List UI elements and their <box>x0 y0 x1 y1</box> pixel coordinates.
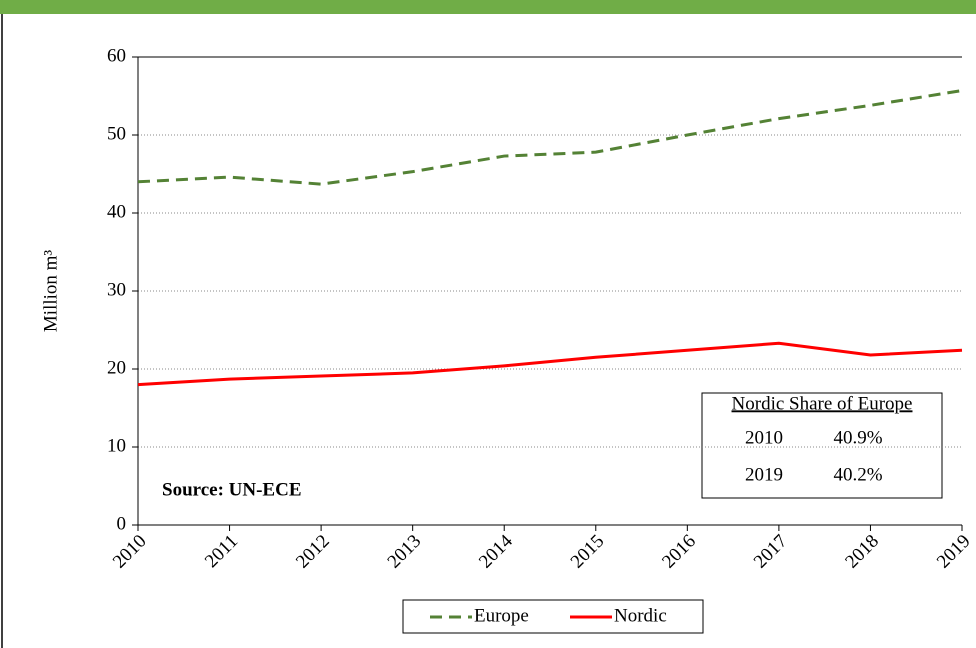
y-tick-label: 30 <box>107 279 126 300</box>
x-tick-label: 2012 <box>292 531 334 573</box>
share-value: 40.2% <box>833 464 882 485</box>
header-bar <box>0 0 976 14</box>
source-note: Source: UN-ECE <box>162 479 302 500</box>
y-tick-label: 0 <box>117 513 127 534</box>
share-year: 2010 <box>745 427 783 448</box>
share-value: 40.9% <box>833 427 882 448</box>
x-tick-label: 2011 <box>201 531 242 572</box>
y-tick-label: 10 <box>107 435 126 456</box>
x-tick-label: 2013 <box>384 531 426 573</box>
x-tick-label: 2019 <box>933 531 975 573</box>
x-tick-label: 2017 <box>750 531 792 573</box>
legend-label: Europe <box>474 605 529 626</box>
data-line <box>137 89 963 186</box>
x-tick-label: 2018 <box>841 531 883 573</box>
y-tick-label: 40 <box>107 201 126 222</box>
y-tick-label: 20 <box>107 357 126 378</box>
share-title: Nordic Share of Europe <box>732 393 913 414</box>
data-line <box>137 341 963 387</box>
y-axis-label: Million m³ <box>40 250 61 333</box>
x-tick-label: 2016 <box>658 531 700 573</box>
share-year: 2019 <box>745 464 783 485</box>
share-box <box>701 392 943 499</box>
legend-label: Nordic <box>614 605 667 626</box>
x-tick-label: 2010 <box>109 531 151 573</box>
x-tick-label: 2015 <box>567 531 609 573</box>
y-tick-label: 60 <box>107 45 126 66</box>
x-tick-label: 2014 <box>475 530 517 572</box>
y-tick-label: 50 <box>107 123 126 144</box>
